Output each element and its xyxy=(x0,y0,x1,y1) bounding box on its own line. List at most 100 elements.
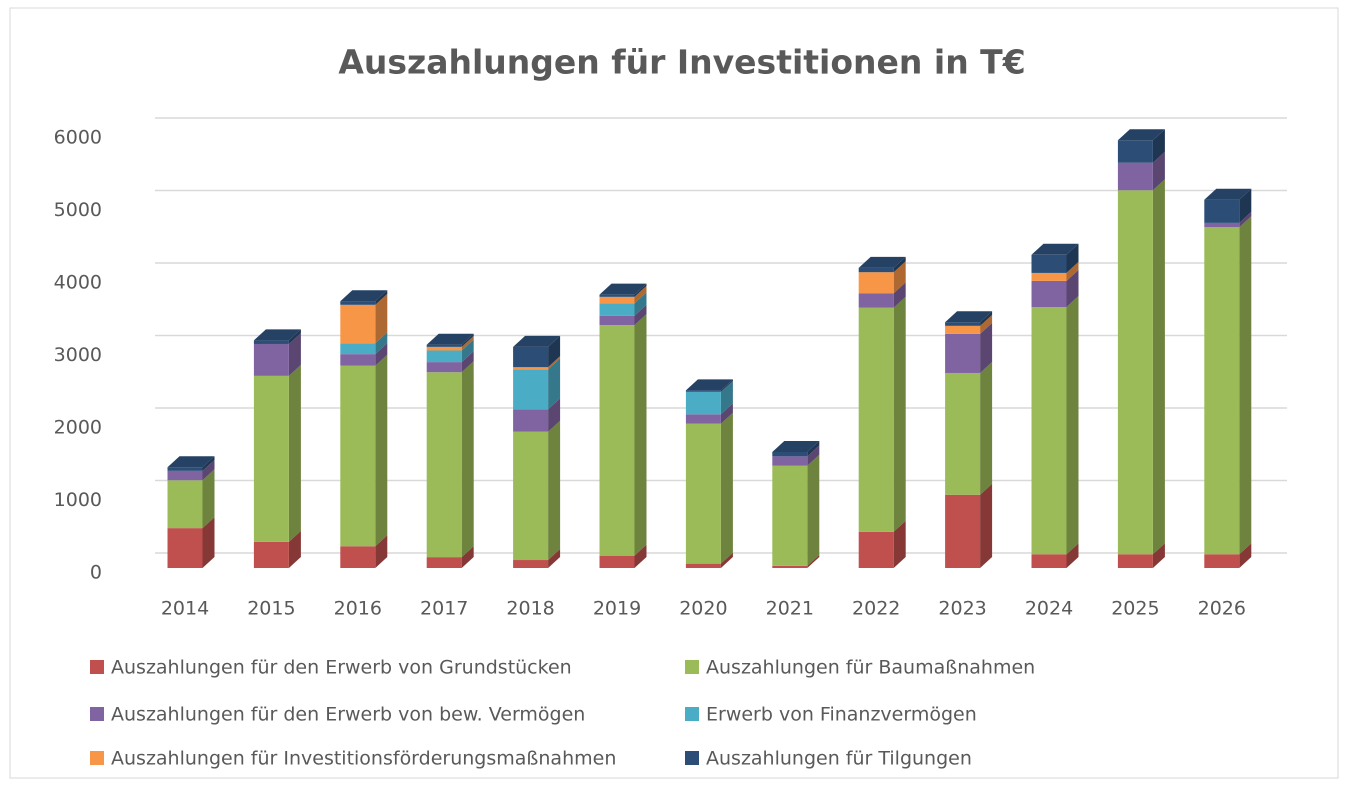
bar-side xyxy=(288,364,301,542)
bar-side xyxy=(1066,261,1079,281)
bar-side xyxy=(1152,543,1165,568)
bar-segment xyxy=(426,344,462,347)
bar-side xyxy=(893,261,906,294)
legend-label: Auszahlungen für den Erwerb von bew. Ver… xyxy=(111,704,585,726)
bar-segment xyxy=(513,346,549,368)
bar-segment xyxy=(685,391,721,415)
bar-top xyxy=(1031,243,1079,255)
x-tick-label: 2024 xyxy=(1025,598,1073,620)
bar-side xyxy=(375,354,388,547)
legend-label: Auszahlungen für Baumaßnahmen xyxy=(706,657,1035,679)
bar-side xyxy=(980,322,993,373)
bar-side xyxy=(893,256,906,273)
legend-label: Auszahlungen für Tilgungen xyxy=(706,748,972,770)
bar-side xyxy=(1239,188,1252,223)
bar-side xyxy=(548,420,561,561)
bar-side xyxy=(461,546,474,568)
bar-side xyxy=(548,356,561,370)
bar-segment xyxy=(599,303,635,316)
bar-segment xyxy=(426,350,462,363)
bar-segment xyxy=(599,315,635,326)
bar-segment xyxy=(858,267,894,273)
bar-segment xyxy=(426,557,462,568)
bar-segment xyxy=(858,293,894,308)
bar-segment xyxy=(1031,307,1067,555)
bar-segment xyxy=(599,555,635,568)
bar-top xyxy=(340,290,388,302)
bar-segment xyxy=(945,333,981,373)
bar-top xyxy=(167,456,215,468)
bar-side xyxy=(461,333,474,347)
bar-segment xyxy=(513,560,549,568)
bar-segment xyxy=(426,362,462,373)
bar-segment xyxy=(513,409,549,432)
bar-side xyxy=(288,530,301,568)
x-tick-label: 2022 xyxy=(852,598,900,620)
bar-side xyxy=(461,339,474,363)
bar-segment xyxy=(599,294,635,297)
x-tick-label: 2020 xyxy=(679,598,727,620)
bar-side xyxy=(720,552,733,568)
bar-side xyxy=(1239,543,1252,568)
bar-side xyxy=(461,335,474,351)
bar-segment xyxy=(253,343,289,376)
bar-top xyxy=(772,441,820,452)
bar-side xyxy=(375,535,388,568)
bar-segment xyxy=(340,301,376,305)
bar-side xyxy=(1066,296,1079,555)
bar-top xyxy=(426,333,474,345)
bar-side xyxy=(202,456,215,471)
bar-segment xyxy=(1204,227,1240,555)
legend-swatch xyxy=(685,660,699,674)
bar-segment xyxy=(1031,254,1067,273)
bar-segment xyxy=(945,325,981,334)
x-tick-label: 2019 xyxy=(593,598,641,620)
bar-side xyxy=(1152,151,1165,191)
bar-side xyxy=(1066,543,1079,568)
bar-side xyxy=(375,343,388,366)
bar-side xyxy=(634,285,647,304)
bar-side xyxy=(375,290,388,305)
bar-top xyxy=(253,329,301,341)
bar-side xyxy=(980,314,993,334)
bar-segment xyxy=(426,372,462,558)
y-tick-label: 3000 xyxy=(54,344,102,366)
bar-side xyxy=(1239,216,1252,555)
x-tick-label: 2015 xyxy=(247,598,295,620)
bar-segment xyxy=(685,563,721,568)
legend-swatch xyxy=(685,751,699,765)
x-tick-label: 2025 xyxy=(1111,598,1159,620)
bar-segment xyxy=(858,531,894,568)
bar-side xyxy=(202,459,215,481)
bar-side xyxy=(893,296,906,532)
bar-segment xyxy=(772,465,808,566)
bar-side xyxy=(548,549,561,568)
bar-segment xyxy=(1204,554,1240,568)
bar-segment xyxy=(167,528,203,568)
bar-segment xyxy=(1031,554,1067,568)
bar-side xyxy=(634,292,647,316)
bar-side xyxy=(807,445,820,466)
bar-side xyxy=(634,304,647,326)
y-tick-label: 4000 xyxy=(54,272,102,294)
bar-segment xyxy=(340,343,376,355)
bar-side xyxy=(1152,129,1165,163)
y-tick-label: 1000 xyxy=(54,489,102,511)
y-tick-label: 2000 xyxy=(54,417,102,439)
bar-top xyxy=(685,379,733,391)
x-tick-label: 2017 xyxy=(420,598,468,620)
bar-side xyxy=(375,293,388,344)
y-tick-label: 6000 xyxy=(54,127,102,149)
legend-label: Auszahlungen für Investitionsförderungsm… xyxy=(111,748,616,770)
bar-side xyxy=(461,361,474,558)
bar-side xyxy=(548,398,561,432)
bar-side xyxy=(807,454,820,566)
bar-segment xyxy=(1204,199,1240,223)
bar-segment xyxy=(1031,280,1067,307)
x-tick-label: 2018 xyxy=(506,598,554,620)
bar-segment xyxy=(858,307,894,532)
bar-side xyxy=(202,517,215,568)
bar-segment xyxy=(253,340,289,344)
bar-side xyxy=(720,412,733,564)
